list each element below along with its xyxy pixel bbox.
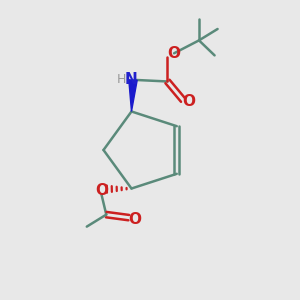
Text: H: H: [117, 74, 126, 86]
Text: N: N: [125, 73, 138, 88]
Text: O: O: [182, 94, 195, 109]
Text: O: O: [128, 212, 141, 226]
Polygon shape: [129, 80, 137, 112]
Text: O: O: [95, 183, 108, 198]
Text: O: O: [168, 46, 181, 61]
